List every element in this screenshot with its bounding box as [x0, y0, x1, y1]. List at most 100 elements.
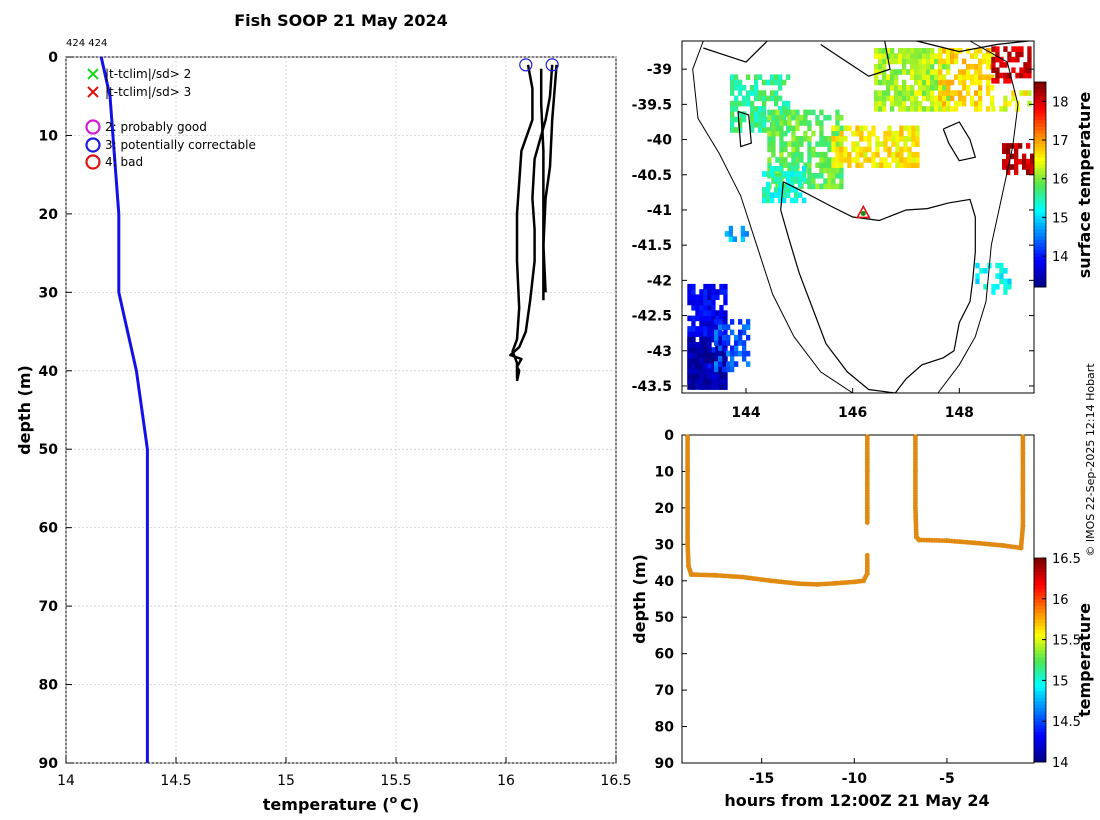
sst-pixel: [790, 197, 795, 204]
sst-pixel: [966, 90, 971, 96]
colorbar-segment: [1034, 133, 1046, 138]
sst-pixel: [906, 69, 911, 75]
sst-pixel: [831, 157, 836, 163]
sst-pixel: [703, 326, 708, 332]
sst-pixel: [707, 331, 712, 337]
colorbar-segment: [1034, 622, 1046, 627]
sst-pixel: [728, 225, 733, 232]
sst-pixel: [878, 106, 883, 112]
colorbar-segment: [1034, 174, 1046, 179]
sst-pixel: [827, 178, 832, 184]
sst-pixel: [740, 231, 745, 237]
sst-pixel: [898, 90, 903, 96]
sst-pixel: [887, 130, 892, 137]
sst-pixel: [1023, 72, 1028, 79]
colorbar-segment: [1034, 153, 1046, 158]
sst-pixel: [723, 315, 728, 322]
sst-pixel: [1011, 67, 1016, 73]
sst-pixel: [811, 178, 816, 184]
map-panel: 144 146 148 -39 -39.5 -40 -40.5 -41 -41.5 -42 -42…: [632, 40, 1094, 421]
sst-pixel: [767, 109, 772, 116]
sst-pixel: [1003, 289, 1008, 295]
sst-pixel: [1002, 164, 1007, 170]
sst-pixel: [811, 146, 816, 153]
colorbar-segment: [1034, 595, 1046, 600]
sst-pixel: [742, 100, 747, 107]
sst-pixel: [730, 345, 735, 352]
sst-pixel: [839, 167, 844, 174]
sst-pixel: [695, 363, 700, 369]
sst-pixel: [894, 85, 899, 91]
sst-pixel: [718, 361, 723, 367]
sst-pixel: [707, 342, 712, 348]
sst-pixel: [894, 100, 899, 107]
sst-pixel: [791, 141, 796, 147]
sst-pixel: [774, 90, 779, 96]
sst-pixel: [762, 116, 767, 123]
sst-pixel: [687, 373, 692, 380]
sst-pixel: [802, 176, 807, 183]
sst-pixel: [946, 106, 951, 112]
sst-pixel: [707, 357, 712, 364]
sst-pixel: [930, 95, 935, 102]
colorbar-segment: [1034, 218, 1046, 223]
sst-pixel: [874, 63, 879, 70]
timeseries-panel: -15 -10 -5 0 10 20 30 40 50 60 70 80 90 14 14.5 15 15.…: [630, 428, 1094, 810]
sst-pixel: [907, 151, 912, 158]
sst-pixel: [906, 58, 911, 65]
sst-pixel: [711, 347, 716, 353]
sst-pixel: [707, 299, 712, 306]
colorbar-segment: [1034, 598, 1046, 603]
sst-pixel: [974, 79, 979, 86]
sst-pixel: [767, 114, 772, 121]
sst-pixel: [930, 63, 935, 70]
sst-pixel: [742, 329, 747, 336]
sst-pixel: [907, 146, 912, 153]
sst-pixel: [910, 53, 915, 59]
sst-pixel: [1003, 72, 1008, 79]
sst-pixel: [754, 79, 759, 86]
sst-pixel: [1019, 72, 1024, 79]
sst-pixel: [795, 109, 800, 116]
sst-pixel: [699, 320, 704, 327]
sst-pixel: [851, 141, 856, 147]
sst-pixel: [1007, 283, 1012, 290]
sst-pixel: [691, 320, 696, 327]
sst-pixel: [754, 106, 759, 112]
sst-pixel: [954, 106, 959, 112]
colorbar-segment: [1034, 256, 1046, 261]
sst-pixel: [779, 157, 784, 163]
sst-pixel: [875, 151, 880, 158]
profile-line-profile-C: [539, 68, 545, 301]
sst-pixel: [711, 289, 716, 295]
sst-pixel: [986, 74, 991, 80]
colorbar-segment: [1034, 564, 1046, 569]
sst-pixel: [767, 157, 772, 163]
sst-pixel: [906, 90, 911, 96]
sst-pixel: [758, 111, 763, 117]
sst-pixel: [815, 151, 820, 158]
xlabel-text: temperature (: [263, 795, 390, 814]
sst-pixel: [1022, 164, 1027, 170]
sst-pixel: [734, 361, 739, 367]
sst-pixel: [990, 95, 995, 102]
sst-pixel: [910, 48, 915, 54]
sst-pixel: [911, 162, 916, 168]
coastline: [780, 181, 976, 394]
sst-pixel: [930, 100, 935, 107]
sst-pixel: [762, 79, 767, 86]
colorbar-segment: [1034, 741, 1046, 746]
colorbar-segment: [1034, 170, 1046, 175]
colorbar-segment: [1034, 116, 1046, 121]
sst-pixel: [699, 326, 704, 332]
sst-pixel: [730, 350, 735, 357]
colorbar-segment: [1034, 119, 1046, 124]
sst-pixel: [695, 294, 700, 300]
sst-pixel: [978, 106, 983, 112]
sst-pixel: [827, 162, 832, 168]
colorbar-segment: [1034, 136, 1046, 141]
sst-pixel: [890, 69, 895, 75]
sst-pixel: [887, 136, 892, 142]
sst-pixel: [815, 162, 820, 168]
sst-pixel: [691, 331, 696, 337]
